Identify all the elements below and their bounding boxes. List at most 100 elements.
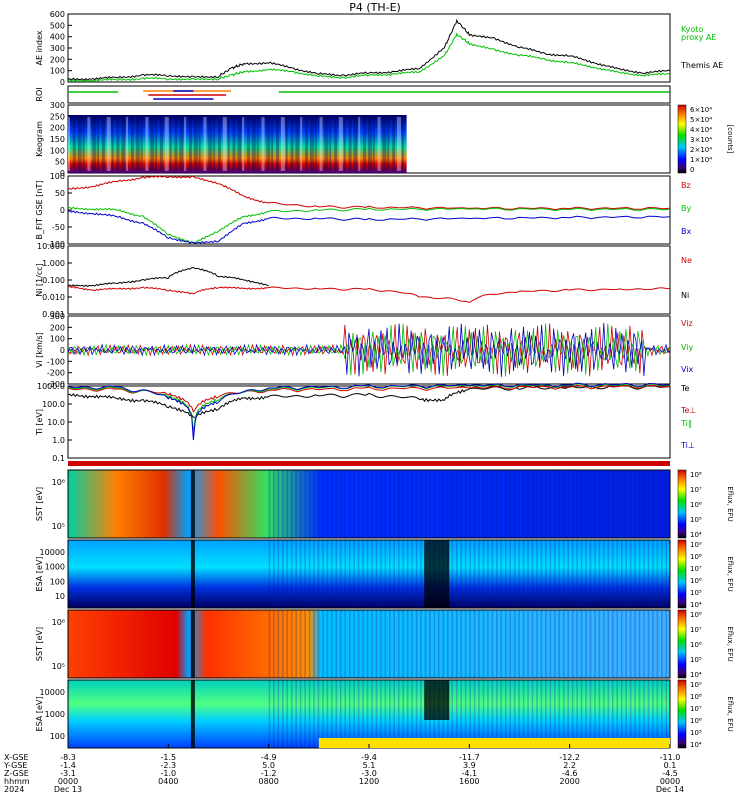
sst1-streak xyxy=(562,470,565,538)
keogram-ytick-label: 300 xyxy=(50,101,65,110)
esa1-ylabel: ESA [eV] xyxy=(35,557,44,592)
sst1-streak xyxy=(335,470,338,538)
esa2-colorbar-tick: 10⁷ xyxy=(690,705,702,713)
esa2-streak xyxy=(571,680,574,748)
ae-legend-label: proxy AE xyxy=(681,33,716,42)
sst2-streak xyxy=(491,610,494,678)
sst1-streak xyxy=(478,470,480,538)
esa2-streak xyxy=(286,680,289,748)
keogram-streak xyxy=(358,117,361,171)
sst1-streak xyxy=(429,470,431,538)
esa1-ytick-label: 10000 xyxy=(40,548,65,557)
esa1-burst xyxy=(424,540,450,608)
sst1-streak xyxy=(308,470,311,538)
esa1-colorbar-tick: 10⁵ xyxy=(690,589,702,597)
temperature-legend-label: Te xyxy=(680,384,690,393)
sst2-streak xyxy=(545,610,547,678)
esa2-streak xyxy=(661,680,663,748)
sst2-streak xyxy=(625,610,627,678)
keogram-colorbar-tick: 1×10⁴ xyxy=(690,156,712,164)
sst2-streak xyxy=(513,610,516,678)
sst1-streak xyxy=(580,470,583,538)
sst1-streak xyxy=(380,470,382,538)
esa1-colorbar-tick: 10⁹ xyxy=(690,541,702,549)
density-ytick-label: 1.000 xyxy=(42,259,65,268)
keogram-streak xyxy=(77,117,82,171)
sst1-colorbar-tick: 10⁸ xyxy=(690,471,702,479)
esa2-streak xyxy=(322,680,324,748)
esa1-streak xyxy=(491,540,494,608)
sst2-colorbar-tick: 10⁶ xyxy=(690,641,702,649)
esa2-streak xyxy=(500,680,503,748)
sst2-colorbar-tick: 10⁷ xyxy=(690,626,702,634)
esa2-streak xyxy=(357,680,360,748)
esa2-ylabel: ESA [eV] xyxy=(35,697,44,732)
sst1-streak xyxy=(647,470,650,538)
temperature-series-te- xyxy=(67,384,671,413)
keogram-streak xyxy=(126,117,129,171)
esa2-streak xyxy=(665,680,668,748)
sst2-streak xyxy=(389,610,391,678)
sst2-spectrogram xyxy=(68,610,670,678)
keogram-streak xyxy=(324,117,329,171)
sst2-streak xyxy=(282,610,284,678)
keogram-streak xyxy=(309,117,314,171)
sst1-streak xyxy=(406,470,409,538)
sst1-streak xyxy=(589,470,592,538)
xaxis-tick-label: -1.4 xyxy=(60,761,76,770)
esa1-streak xyxy=(295,540,297,608)
keogram-streak xyxy=(150,117,155,171)
esa1-streak xyxy=(652,540,654,608)
esa2-streak xyxy=(478,680,480,748)
x-axis: X-GSEY-GSEZ-GSEhhmm2024-8.3-1.4-3.10000D… xyxy=(3,744,684,794)
esa1-colorbar-tick: 10⁴ xyxy=(690,601,702,609)
sst1-streak xyxy=(268,470,271,538)
esa2-streak xyxy=(589,680,592,748)
keogram-streak xyxy=(237,117,242,171)
temperature-ylabel: Ti [eV] xyxy=(35,409,44,436)
keogram-streak xyxy=(392,117,396,171)
velocity-legend-label: Viy xyxy=(681,343,694,352)
keogram-streak xyxy=(353,117,358,171)
sst2-streak xyxy=(295,610,297,678)
esa2-streak xyxy=(290,680,293,748)
temperature-ytick-label: 10.0 xyxy=(47,418,65,427)
sst2-streak xyxy=(464,610,467,678)
sst2-streak xyxy=(317,610,320,678)
ae-ytick-label: 500 xyxy=(50,21,65,30)
keogram-streak xyxy=(382,117,387,171)
keogram-streak xyxy=(130,117,134,171)
sst2-streak xyxy=(482,610,485,678)
esa2-colorbar-tick: 10⁹ xyxy=(690,681,702,689)
sst2-streak xyxy=(331,610,333,678)
keogram-streak xyxy=(174,117,178,171)
keogram-streak xyxy=(193,117,198,171)
keogram-streak xyxy=(271,117,274,171)
sst1-streak xyxy=(277,470,280,538)
sst1-streak xyxy=(665,470,668,538)
sst1-streak xyxy=(509,470,511,538)
esa2-streak xyxy=(340,680,342,748)
sst2-streak xyxy=(371,610,373,678)
keogram-streak xyxy=(251,117,256,171)
xaxis-row-label: X-GSE xyxy=(4,753,29,762)
esa1-colorbar-tick: 10⁸ xyxy=(690,553,702,561)
keogram-streak xyxy=(188,117,192,171)
esa1-streak xyxy=(397,540,400,608)
sst2-streak xyxy=(384,610,387,678)
esa2-streak xyxy=(540,680,543,748)
esa2-streak xyxy=(545,680,547,748)
sst2-streak xyxy=(607,610,610,678)
xaxis-tick-label: 0000 xyxy=(660,777,680,786)
density-ytick-label: 0.001 xyxy=(42,310,65,319)
esa2-streak xyxy=(384,680,387,748)
keogram-streak xyxy=(82,117,85,171)
esa2-streak xyxy=(304,680,306,748)
esa2-streak xyxy=(308,680,311,748)
sst2-streak xyxy=(505,610,507,678)
sst2-streak xyxy=(527,610,529,678)
esa1-streak xyxy=(304,540,306,608)
xaxis-tick-label: -1.0 xyxy=(161,769,177,778)
xaxis-tick-label: -4.9 xyxy=(261,753,277,762)
keogram-ytick-label: 50 xyxy=(55,158,65,167)
